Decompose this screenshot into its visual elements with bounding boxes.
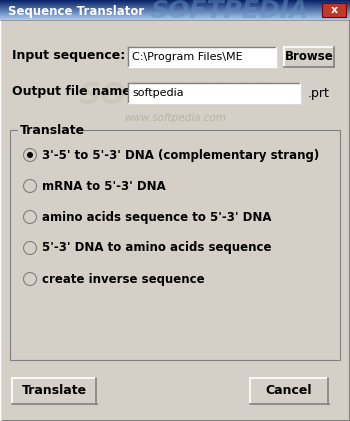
FancyBboxPatch shape (128, 47, 276, 67)
FancyBboxPatch shape (0, 18, 350, 19)
FancyBboxPatch shape (12, 378, 96, 404)
FancyBboxPatch shape (0, 1, 350, 2)
Text: Input sequence:: Input sequence: (12, 48, 125, 61)
FancyBboxPatch shape (10, 130, 340, 360)
FancyBboxPatch shape (284, 47, 334, 67)
FancyBboxPatch shape (0, 7, 350, 8)
FancyBboxPatch shape (322, 3, 346, 17)
FancyBboxPatch shape (0, 3, 350, 4)
Circle shape (27, 152, 33, 158)
Text: Translate: Translate (20, 123, 85, 136)
FancyBboxPatch shape (128, 83, 300, 103)
FancyBboxPatch shape (0, 13, 350, 14)
FancyBboxPatch shape (0, 17, 350, 18)
Text: softpedia: softpedia (132, 88, 184, 98)
FancyBboxPatch shape (0, 5, 350, 6)
Text: Output file name:: Output file name: (12, 85, 136, 98)
FancyBboxPatch shape (250, 378, 328, 404)
FancyBboxPatch shape (18, 124, 76, 136)
Text: SOFTPEDIA: SOFTPEDIA (78, 80, 272, 109)
Text: mRNA to 5'-3' DNA: mRNA to 5'-3' DNA (42, 179, 166, 192)
Text: www.softpedia.com: www.softpedia.com (124, 113, 226, 123)
Circle shape (23, 179, 36, 192)
Text: SOFTPEDIA: SOFTPEDIA (151, 0, 309, 23)
Circle shape (23, 242, 36, 255)
Text: 5'-3' DNA to amino acids sequence: 5'-3' DNA to amino acids sequence (42, 242, 272, 255)
FancyBboxPatch shape (0, 6, 350, 7)
FancyBboxPatch shape (0, 8, 350, 9)
Circle shape (23, 149, 36, 162)
Text: Sequence Translator: Sequence Translator (8, 5, 144, 18)
Text: create inverse sequence: create inverse sequence (42, 272, 205, 285)
FancyBboxPatch shape (0, 16, 350, 17)
Text: C:\Program Files\ME: C:\Program Files\ME (132, 52, 243, 62)
FancyBboxPatch shape (0, 2, 350, 3)
Circle shape (23, 210, 36, 224)
FancyBboxPatch shape (0, 11, 350, 12)
Text: x: x (330, 5, 337, 15)
Text: 3'-5' to 5'-3' DNA (complementary strang): 3'-5' to 5'-3' DNA (complementary strang… (42, 149, 319, 162)
Text: Browse: Browse (285, 51, 333, 64)
FancyBboxPatch shape (0, 15, 350, 16)
Text: Cancel: Cancel (266, 384, 312, 397)
FancyBboxPatch shape (0, 19, 350, 20)
Text: Translate: Translate (21, 384, 86, 397)
FancyBboxPatch shape (0, 10, 350, 11)
FancyBboxPatch shape (2, 20, 348, 419)
FancyBboxPatch shape (0, 14, 350, 15)
Text: amino acids sequence to 5'-3' DNA: amino acids sequence to 5'-3' DNA (42, 210, 272, 224)
FancyBboxPatch shape (0, 12, 350, 13)
FancyBboxPatch shape (0, 9, 350, 10)
Text: .prt: .prt (308, 86, 330, 99)
FancyBboxPatch shape (0, 4, 350, 5)
FancyBboxPatch shape (0, 0, 350, 1)
Circle shape (23, 272, 36, 285)
